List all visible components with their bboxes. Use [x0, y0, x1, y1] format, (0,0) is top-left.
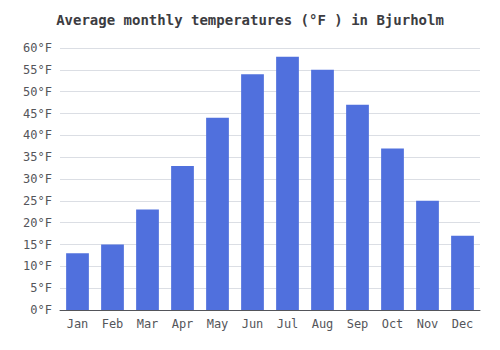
svg-text:Feb: Feb	[102, 317, 124, 331]
svg-text:30°F: 30°F	[23, 172, 52, 186]
svg-text:15°F: 15°F	[23, 238, 52, 252]
svg-text:25°F: 25°F	[23, 194, 52, 208]
svg-text:5°F: 5°F	[30, 281, 52, 295]
svg-text:60°F: 60°F	[23, 41, 52, 55]
svg-text:Aug: Aug	[312, 317, 334, 331]
svg-text:50°F: 50°F	[23, 85, 52, 99]
svg-text:20°F: 20°F	[23, 216, 52, 230]
svg-text:55°F: 55°F	[23, 63, 52, 77]
svg-text:Dec: Dec	[452, 317, 474, 331]
svg-text:0°F: 0°F	[30, 303, 52, 317]
svg-text:Nov: Nov	[417, 317, 439, 331]
svg-text:10°F: 10°F	[23, 259, 52, 273]
svg-text:Oct: Oct	[382, 317, 404, 331]
svg-text:Sep: Sep	[347, 317, 369, 331]
svg-text:Mar: Mar	[137, 317, 159, 331]
svg-text:May: May	[207, 317, 229, 331]
svg-text:40°F: 40°F	[23, 128, 52, 142]
svg-text:35°F: 35°F	[23, 150, 52, 164]
svg-text:Apr: Apr	[172, 317, 194, 331]
svg-text:Average monthly temperatures (: Average monthly temperatures (°F ) in Bj…	[56, 12, 444, 28]
svg-text:Jun: Jun	[242, 317, 264, 331]
svg-text:Jan: Jan	[67, 317, 89, 331]
svg-text:Jul: Jul	[277, 317, 299, 331]
svg-text:45°F: 45°F	[23, 107, 52, 121]
